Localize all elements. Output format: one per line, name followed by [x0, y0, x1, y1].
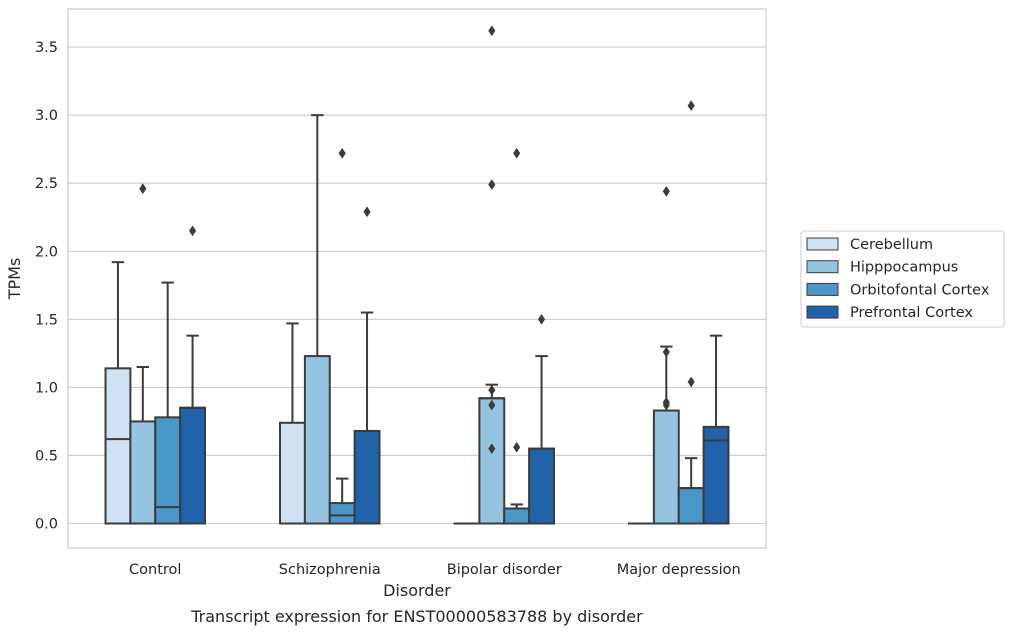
x-axis-ticks: Control Schizophrenia Bipolar disorder Majo…	[129, 562, 741, 578]
outlier-point	[488, 384, 496, 396]
box-hipppocampus	[478, 25, 506, 525]
box-iqr	[702, 425, 730, 525]
outlier-point	[662, 185, 670, 197]
outlier-point	[662, 396, 670, 408]
y-axis-ticks: 0.0 0.5 1.0 1.5 2.0 2.5 3.0 3.5	[35, 40, 58, 532]
box-iqr	[528, 447, 555, 525]
outlier-point	[513, 147, 521, 159]
y-tick-label: 3.0	[35, 108, 58, 124]
legend-label: Cerebellum	[850, 237, 933, 253]
x-tick-label: Control	[129, 562, 181, 578]
outlier-point	[488, 443, 496, 455]
box-prefrontal-cortex	[353, 206, 381, 525]
legend-label: Prefrontal Cortex	[850, 305, 973, 321]
box-iqr	[179, 406, 206, 525]
y-axis-title: TPMs	[5, 258, 24, 301]
chart-caption: Transcript expression for ENST0000058378…	[190, 607, 643, 626]
legend-swatch	[806, 237, 839, 251]
box-iqr	[104, 367, 132, 525]
outlier-point	[139, 183, 147, 195]
box-orbitofontal-cortex	[503, 147, 531, 525]
box-plots	[104, 25, 730, 525]
outlier-point	[537, 313, 546, 325]
legend-swatch	[806, 282, 839, 296]
outlier-point	[687, 376, 695, 388]
box-iqr	[328, 502, 356, 525]
y-tick-label: 1.5	[35, 312, 58, 328]
box-orbitofontal-cortex	[154, 281, 182, 525]
box-iqr	[303, 355, 331, 525]
outlier-point	[338, 147, 346, 159]
outlier-point	[363, 206, 371, 218]
box-hipppocampus	[652, 185, 680, 525]
box-cerebellum	[279, 322, 306, 525]
box-hipppocampus	[129, 183, 157, 525]
legend-label: Orbitofontal Cortex	[850, 282, 990, 298]
box-iqr	[353, 429, 381, 525]
outlier-point	[188, 225, 197, 237]
box-cerebellum	[104, 261, 132, 525]
box-iqr	[279, 421, 306, 525]
x-tick-label: Major depression	[617, 562, 741, 578]
y-tick-label: 2.0	[35, 244, 58, 260]
legend-swatch	[806, 305, 839, 319]
outlier-point	[488, 25, 496, 37]
box-orbitofontal-cortex	[677, 100, 705, 525]
box-iqr	[503, 507, 531, 525]
legend-label: Hipppocampus	[850, 260, 958, 276]
outlier-point	[488, 399, 496, 411]
legend-swatch	[806, 260, 839, 274]
box-iqr	[478, 397, 506, 525]
legend: Cerebellum Hipppocampus Orbitofontal Corte…	[800, 230, 1005, 328]
x-axis-title: Disorder	[383, 581, 451, 600]
box-iqr	[677, 487, 705, 525]
box-prefrontal-cortex	[179, 225, 206, 525]
y-tick-label: 0.5	[35, 448, 58, 464]
plot-area-frame	[67, 8, 767, 549]
outlier-point	[513, 441, 521, 453]
box-iqr	[129, 420, 157, 525]
box-iqr	[154, 416, 182, 525]
outlier-point	[488, 179, 496, 191]
outlier-point	[662, 346, 670, 358]
box-iqr	[652, 409, 680, 525]
y-tick-label: 3.5	[35, 40, 58, 56]
box-hipppocampus	[303, 114, 331, 525]
x-tick-label: Bipolar disorder	[447, 562, 562, 578]
box-orbitofontal-cortex	[328, 147, 356, 525]
box-prefrontal-cortex	[528, 313, 555, 525]
y-tick-label: 2.5	[35, 176, 58, 192]
y-tick-label: 1.0	[35, 380, 58, 396]
y-tick-label: 0.0	[35, 517, 58, 533]
outlier-point	[687, 100, 695, 112]
box-prefrontal-cortex	[702, 334, 730, 525]
legend-frame	[800, 230, 1005, 328]
x-tick-label: Schizophrenia	[279, 562, 381, 578]
